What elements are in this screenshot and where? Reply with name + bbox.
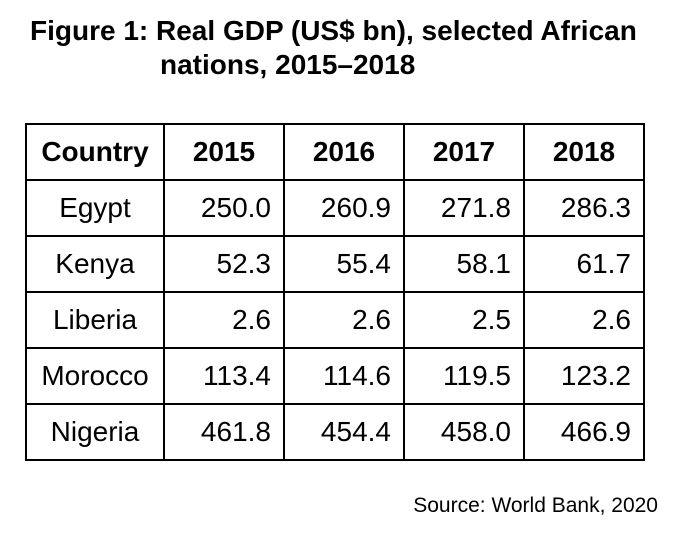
header-2015: 2015 [163,123,285,181]
header-2017: 2017 [403,123,525,181]
value-cell-2016: 2.6 [283,291,405,349]
value-cell-2015: 113.4 [163,347,285,405]
value-cell-2017: 458.0 [403,403,525,461]
source-note: Source: World Bank, 2020 [413,494,658,517]
value-cell-2017: 119.5 [403,347,525,405]
value-cell-2015: 461.8 [163,403,285,461]
figure-title-line-1: Figure 1: Real GDP (US$ bn), selected Af… [30,15,637,46]
country-cell: Nigeria [25,403,165,461]
header-2018: 2018 [523,123,645,181]
value-cell-2018: 286.3 [523,179,645,237]
table-row-morocco: Morocco 113.4 114.6 119.5 123.2 [25,347,645,405]
value-cell-2015: 250.0 [163,179,285,237]
value-cell-2018: 2.6 [523,291,645,349]
country-cell: Liberia [25,291,165,349]
value-cell-2016: 55.4 [283,235,405,293]
figure-title: Figure 1: Real GDP (US$ bn), selected Af… [30,14,637,82]
table-row-kenya: Kenya 52.3 55.4 58.1 61.7 [25,235,645,293]
value-cell-2016: 114.6 [283,347,405,405]
table-row-nigeria: Nigeria 461.8 454.4 458.0 466.9 [25,403,645,461]
value-cell-2017: 58.1 [403,235,525,293]
gdp-table: Country 2015 2016 2017 2018 Egypt 250.0 … [25,123,645,461]
country-cell: Egypt [25,179,165,237]
header-country: Country [25,123,165,181]
table-row-liberia: Liberia 2.6 2.6 2.5 2.6 [25,291,645,349]
value-cell-2016: 454.4 [283,403,405,461]
figure-title-line-2: nations, 2015–2018 [160,49,416,80]
table-header-row: Country 2015 2016 2017 2018 [25,123,645,181]
header-2016: 2016 [283,123,405,181]
table-row-egypt: Egypt 250.0 260.9 271.8 286.3 [25,179,645,237]
value-cell-2015: 52.3 [163,235,285,293]
value-cell-2018: 123.2 [523,347,645,405]
value-cell-2018: 61.7 [523,235,645,293]
country-cell: Morocco [25,347,165,405]
value-cell-2015: 2.6 [163,291,285,349]
value-cell-2017: 271.8 [403,179,525,237]
country-cell: Kenya [25,235,165,293]
value-cell-2017: 2.5 [403,291,525,349]
value-cell-2018: 466.9 [523,403,645,461]
value-cell-2016: 260.9 [283,179,405,237]
